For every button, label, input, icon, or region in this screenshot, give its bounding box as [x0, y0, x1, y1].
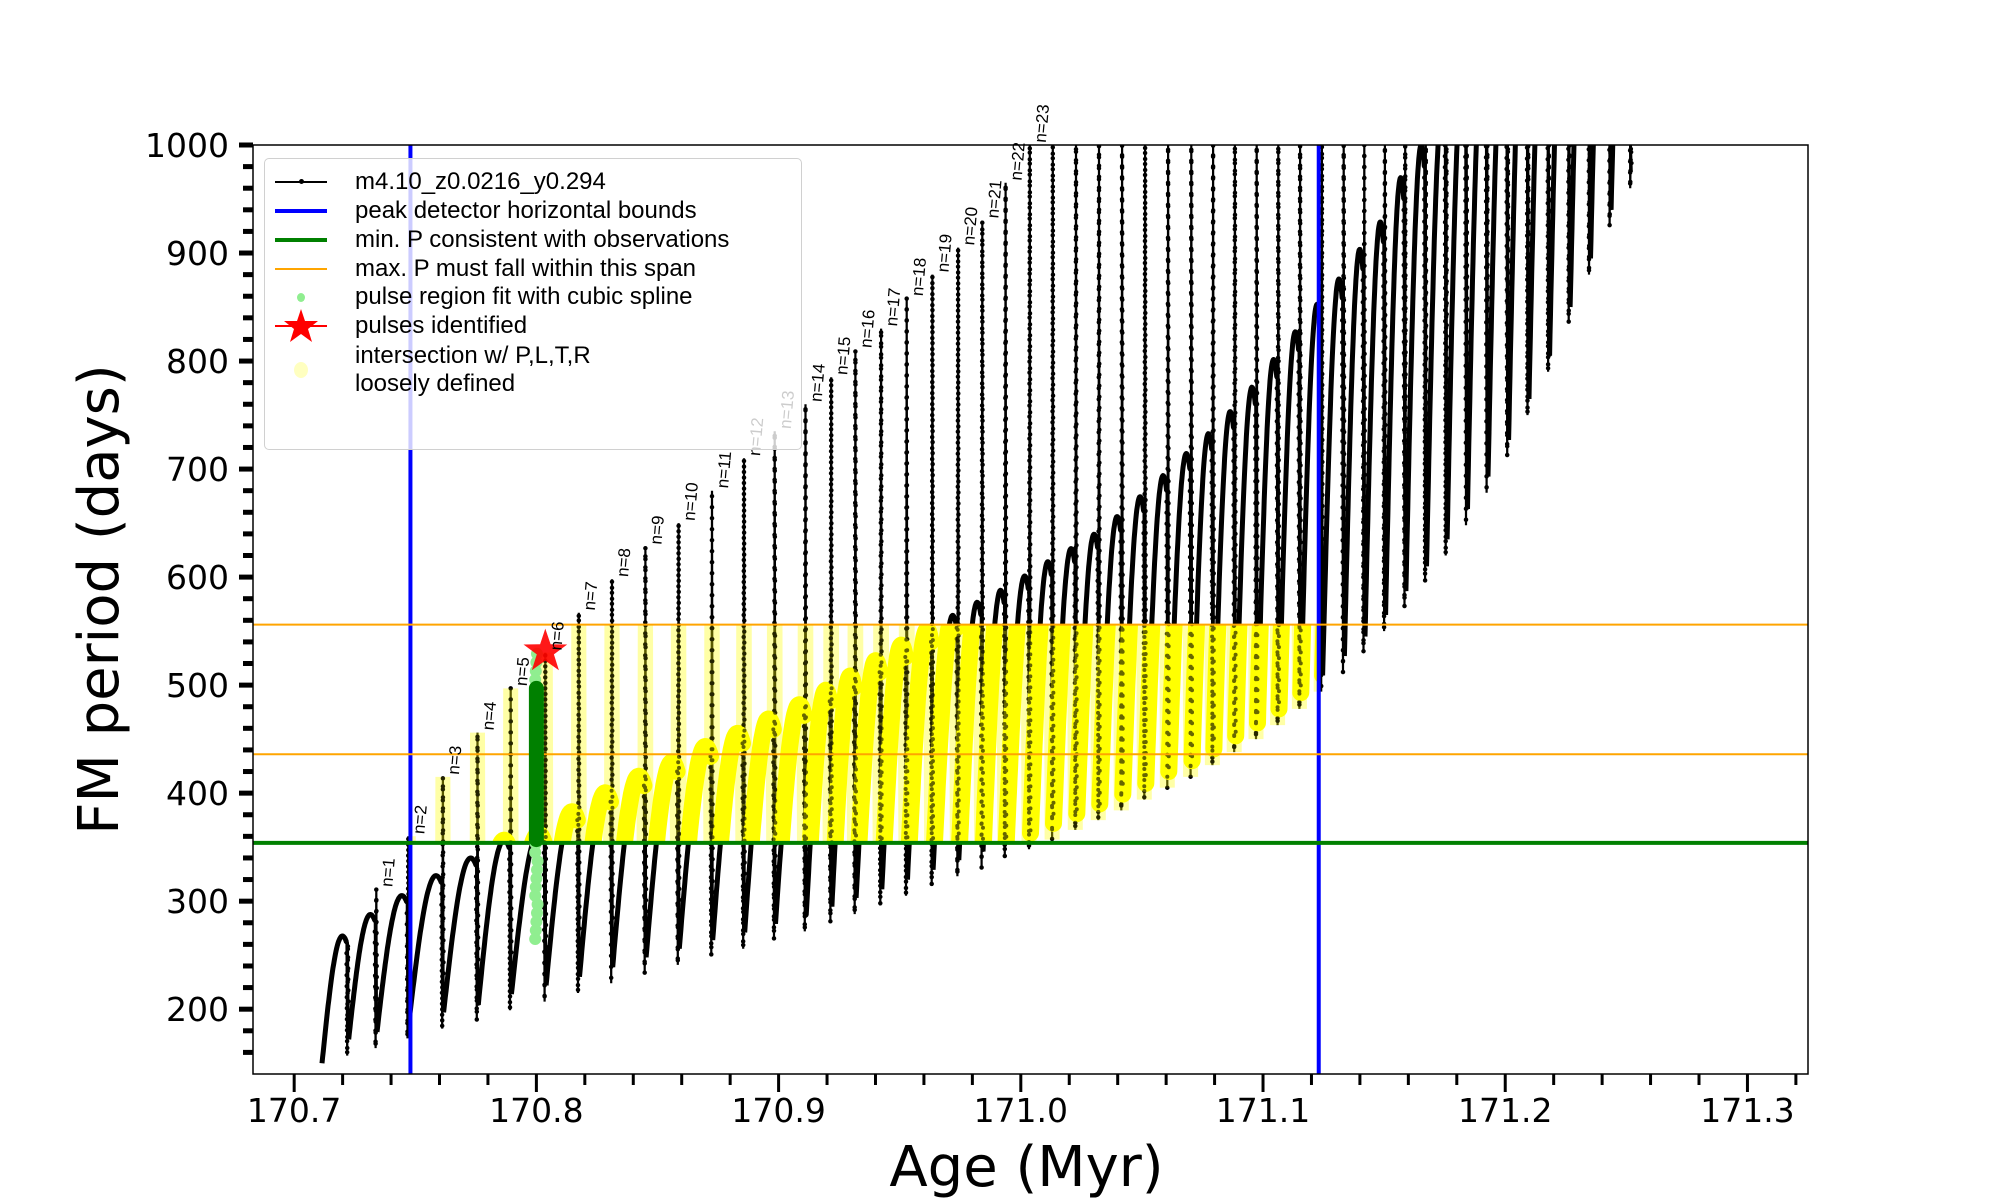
- pulse-label: n=16: [856, 309, 878, 349]
- pulse-label: n=23: [1031, 104, 1053, 144]
- pulse-label: n=2: [409, 804, 430, 834]
- intersection-region: [410, 624, 1319, 843]
- legend-label: max. P must fall within this span: [355, 255, 697, 282]
- pulse-label: n=1: [377, 857, 398, 887]
- pulse-label: n=21: [983, 179, 1005, 219]
- intersection-pulses: [410, 624, 1319, 843]
- y-tick-label: 1000: [145, 126, 229, 165]
- legend-item-intersection: intersection w/ P,L,T,R loosely defined: [265, 342, 591, 398]
- x-tick-label: 171.3: [1700, 1091, 1794, 1130]
- pulse-label: n=10: [680, 482, 702, 522]
- pulse-label: n=17: [882, 287, 904, 327]
- x-tick-label: 170.9: [731, 1091, 825, 1130]
- legend-item-spline: pulse region fit with cubic spline: [265, 282, 693, 312]
- spline-fit-point: [529, 932, 542, 945]
- spline-fit-point: [530, 863, 543, 876]
- x-tick-label: 171.2: [1458, 1091, 1552, 1130]
- x-tick-label: 171.0: [974, 1091, 1068, 1130]
- legend: m4.10_z0.0216_y0.294 peak detector horiz…: [264, 158, 802, 450]
- pulse-label: n=3: [444, 745, 465, 775]
- y-tick-label: 200: [166, 990, 229, 1029]
- legend-label: peak detector horizontal bounds: [355, 197, 697, 224]
- spline-fit-point: [530, 872, 543, 885]
- blue-line-icon: [265, 196, 351, 226]
- legend-label: min. P consistent with observations: [355, 226, 730, 253]
- y-tick-label: 300: [166, 882, 229, 921]
- legend-item-max-p: max. P must fall within this span: [265, 254, 696, 284]
- legend-label: pulses identified: [355, 312, 528, 339]
- pulse-label: n=18: [908, 257, 930, 297]
- pulse-label: n=11: [713, 450, 735, 489]
- orange-line-icon: [265, 254, 351, 284]
- x-tick-label: 171.1: [1216, 1091, 1310, 1130]
- legend-label: loosely defined: [355, 370, 516, 397]
- pulse-label: n=19: [933, 233, 955, 273]
- intersection-humps: [491, 624, 1319, 843]
- legend-label: pulse region fit with cubic spline: [355, 283, 693, 310]
- y-tick-label: 800: [166, 342, 229, 381]
- x-tick-label: 170.7: [247, 1091, 341, 1130]
- pulse-label: n=7: [580, 581, 601, 611]
- legend-item-pulses: pulses identified: [265, 309, 528, 342]
- spline-fit-point: [529, 889, 542, 902]
- legend-item-model: m4.10_z0.0216_y0.294: [265, 167, 606, 197]
- axes-frame: [252, 144, 1809, 1075]
- legend-item-bounds: peak detector horizontal bounds: [265, 196, 697, 226]
- x-tick-label: 170.8: [489, 1091, 583, 1130]
- y-axis-title: FM period (days): [67, 364, 132, 834]
- spline-fit-point: [529, 846, 542, 859]
- y-tick-label: 400: [166, 774, 229, 813]
- spline-fit-point: [529, 924, 542, 937]
- pulse-identified-star: [523, 628, 568, 671]
- axis-ticks: 200 300 400 500 600 700 800 900 1000 170.7 170.8 17…: [145, 126, 1798, 1130]
- spline-fit-point: [530, 907, 543, 920]
- legend-label: intersection w/ P,L,T,R: [355, 342, 591, 369]
- pulse-label: n=9: [646, 515, 667, 545]
- pulse-label: n=15: [832, 336, 854, 376]
- red-star-icon: [265, 309, 351, 342]
- green-line-icon: [265, 225, 351, 255]
- spline-fit-point: [530, 915, 543, 928]
- x-axis-title: Age (Myr): [889, 1135, 1163, 1200]
- pulse-label: n=4: [479, 701, 500, 731]
- pulse-label: n=14: [807, 363, 829, 403]
- model-curve-markers: [344, 145, 1634, 1056]
- pulse-label: n=22: [1007, 141, 1029, 181]
- legend-item-min-p: min. P consistent with observations: [265, 225, 729, 255]
- plot-area: [253, 145, 1808, 1074]
- black-line-dot-icon: [265, 167, 351, 197]
- pulse-label: n=8: [613, 547, 634, 577]
- light-green-dot-icon: [265, 282, 351, 312]
- legend-label: m4.10_z0.0216_y0.294: [355, 168, 606, 195]
- spline-fit-point: [529, 881, 542, 894]
- y-tick-label: 600: [166, 558, 229, 597]
- y-tick-label: 700: [166, 450, 229, 489]
- y-tick-label: 500: [166, 666, 229, 705]
- pulse-label: n=20: [959, 206, 981, 246]
- pulse-label: n=5: [512, 656, 533, 686]
- pulse-label: n=6: [546, 621, 567, 651]
- y-tick-label: 900: [166, 234, 229, 273]
- yellow-circle-icon: [265, 342, 351, 398]
